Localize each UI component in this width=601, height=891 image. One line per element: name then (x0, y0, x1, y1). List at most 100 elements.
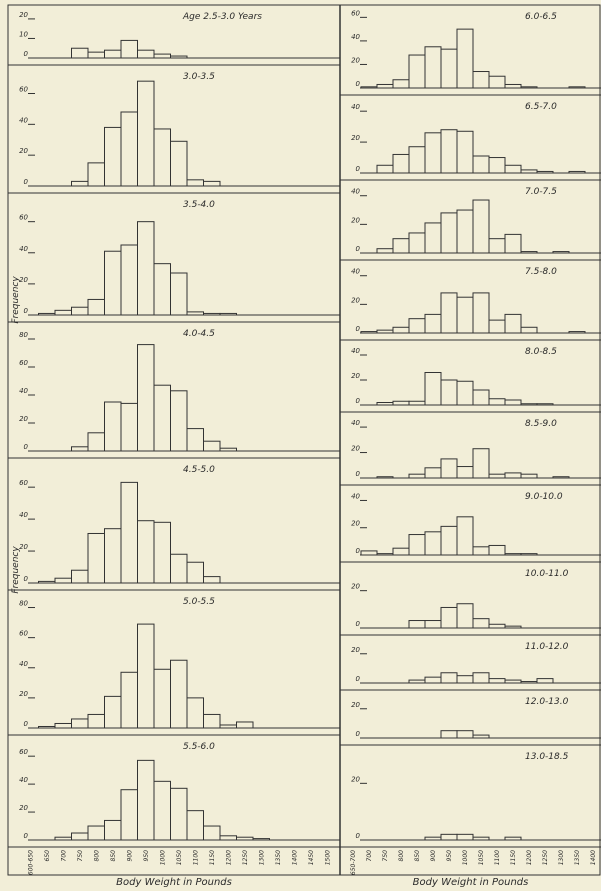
x-tick-label: 1150 (510, 850, 517, 865)
bar (137, 520, 155, 584)
bar (440, 458, 458, 479)
bar (504, 836, 522, 841)
bar (137, 344, 155, 452)
bar (170, 787, 188, 841)
bar (504, 83, 522, 89)
bar (153, 521, 171, 584)
bar (104, 695, 122, 729)
bar (488, 398, 506, 406)
bar (408, 232, 426, 254)
bar (408, 620, 426, 629)
y-tick-label: 20 (351, 372, 360, 380)
bar (472, 734, 490, 739)
bar (488, 157, 506, 174)
bar (137, 80, 155, 187)
bar (520, 681, 538, 684)
y-tick-label: 40 (351, 492, 360, 500)
bar (120, 244, 138, 316)
bar (71, 569, 89, 584)
bar (488, 75, 506, 89)
y-tick-label: 0 (24, 178, 29, 186)
x-tick-label: 800 (93, 850, 100, 862)
bar (520, 169, 538, 174)
bar (440, 606, 458, 629)
bar (376, 164, 394, 174)
y-tick-label: 0 (356, 245, 361, 253)
bar (488, 678, 506, 684)
bar (520, 326, 538, 334)
y-tick-label: 60 (19, 359, 28, 367)
bar (520, 403, 538, 406)
bar (472, 199, 490, 254)
bar (87, 162, 105, 187)
bar (536, 678, 554, 684)
bar (203, 440, 221, 452)
y-tick-label: 0 (356, 470, 361, 478)
y-tick-label: 0 (356, 547, 361, 555)
y-axis-label: Frequency (11, 546, 21, 594)
bar (392, 79, 410, 89)
bar (424, 313, 442, 334)
panel-title: 12.0-13.0 (525, 697, 569, 707)
bar (536, 170, 554, 174)
bar (456, 380, 474, 406)
bar (424, 676, 442, 684)
bar (219, 835, 237, 841)
y-tick-label: 0 (356, 730, 361, 738)
bar (71, 180, 89, 187)
y-tick-label: 20 (351, 701, 360, 709)
x-tick-label: 600-650 (27, 850, 34, 875)
x-tick-label: 800 (398, 850, 405, 862)
y-tick-label: 40 (351, 268, 360, 276)
bar (87, 432, 105, 452)
x-tick-label: 1250 (542, 850, 549, 865)
panel-title: 5.0-5.5 (183, 597, 215, 607)
bar (472, 448, 490, 479)
bar (408, 679, 426, 684)
x-axis-label: Body Weight in Pounds (413, 877, 529, 888)
panel-title: 9.0-10.0 (525, 492, 563, 502)
panel-title: 3.5-4.0 (183, 200, 215, 210)
bar (104, 126, 122, 187)
bar (456, 603, 474, 629)
bar (219, 724, 237, 729)
y-tick-label: 80 (19, 600, 28, 608)
x-tick-label: 700 (60, 850, 67, 862)
y-tick-label: 0 (24, 443, 29, 451)
bar (54, 577, 72, 584)
y-tick-label: 20 (19, 415, 28, 423)
x-tick-label: 1400 (291, 850, 298, 865)
bar (424, 620, 442, 629)
bar (54, 836, 72, 841)
bar (424, 132, 442, 174)
bar (456, 833, 474, 841)
bar (424, 467, 442, 479)
y-tick-label: 60 (19, 479, 28, 487)
bar (488, 238, 506, 254)
bar (203, 713, 221, 729)
bar (440, 525, 458, 556)
bar (456, 466, 474, 479)
x-tick-label: 1300 (258, 850, 265, 865)
bar (504, 233, 522, 254)
panel-title: Age 2.5-3.0 Years (182, 12, 262, 22)
bar (170, 55, 188, 59)
panel-title: 3.0-3.5 (183, 72, 215, 82)
bar (424, 836, 442, 841)
y-tick-label: 20 (351, 520, 360, 528)
bar (440, 212, 458, 254)
y-tick-label: 0 (24, 575, 29, 583)
bar (104, 250, 122, 316)
bar (87, 532, 105, 584)
bar (203, 180, 221, 187)
panel-title: 13.0-18.5 (525, 752, 569, 762)
y-tick-label: 20 (351, 56, 360, 64)
x-tick-label: 1100 (494, 850, 501, 865)
y-tick-label: 20 (19, 690, 28, 698)
bar (504, 313, 522, 334)
bar (568, 331, 586, 334)
bar (440, 672, 458, 684)
bar (472, 155, 490, 174)
